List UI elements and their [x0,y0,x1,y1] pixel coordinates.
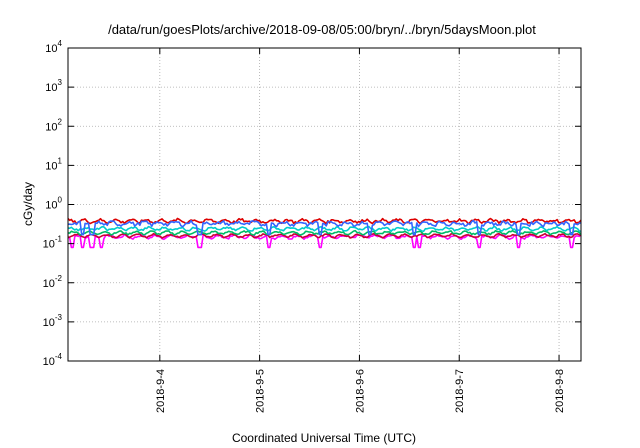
y-tick-label: 10-2 [43,274,63,290]
y-tick-label: 103 [45,78,62,94]
y-tick-label: 102 [45,117,62,133]
plot-frame [67,47,582,362]
x-axis-label: Coordinated Universal Time (UTC) [232,431,416,445]
x-ticks: 2018-9-4 2018-9-5 2018-9-6 2018-9-7 2018-9-8 [155,48,566,413]
y-tick-label: 10-3 [43,313,63,329]
series-line [67,233,582,249]
series-line [67,232,582,239]
series-line [67,225,582,232]
x-tick-label: 2018-9-4 [155,369,167,413]
x-tick-label: 2018-9-5 [255,369,267,413]
x-tick-label: 2018-9-6 [354,369,366,413]
series-line [68,219,582,236]
y-tick-label: 10-4 [43,352,63,368]
grid [68,48,581,361]
x-tick-label: 2018-9-7 [454,369,466,413]
y-tick-label: 10-1 [43,235,63,251]
y-tick-label: 100 [45,196,62,212]
y-tick-label: 101 [45,156,62,172]
series-group [67,217,582,249]
y-ticks: 10-4 10-3 10-2 10-1 100 101 102 103 104 [43,39,581,368]
y-tick-label: 104 [45,39,62,55]
series-line [67,229,582,236]
x-tick-label: 2018-9-8 [554,369,566,413]
y-axis-label: cGy/day [21,182,35,226]
chart-title: /data/run/goesPlots/archive/2018-09-08/0… [108,22,536,37]
